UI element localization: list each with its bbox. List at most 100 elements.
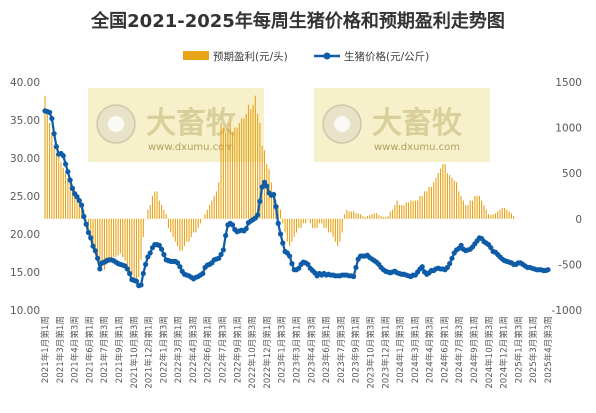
bar-profit bbox=[245, 113, 247, 219]
bar-profit bbox=[298, 218, 300, 228]
bar-profit bbox=[140, 218, 142, 260]
price-point bbox=[124, 266, 130, 272]
bar-profit bbox=[462, 200, 464, 219]
bar-profit bbox=[321, 218, 323, 224]
bar-profit bbox=[407, 202, 410, 219]
bar-profit bbox=[371, 214, 373, 219]
bar-profit bbox=[113, 218, 115, 258]
bar-profit bbox=[231, 132, 234, 219]
x-tick-label: 2022年9月第1周 bbox=[231, 316, 243, 383]
bar-profit bbox=[67, 177, 69, 219]
bar-profit bbox=[330, 218, 332, 233]
bar-profit bbox=[174, 218, 176, 242]
bar-profit bbox=[270, 182, 272, 219]
bar-profit bbox=[305, 218, 307, 224]
bar-profit bbox=[145, 218, 147, 220]
bar-profit bbox=[359, 214, 362, 219]
bar-profit bbox=[202, 218, 204, 220]
bar-profit bbox=[282, 218, 284, 224]
bar-profit bbox=[435, 177, 437, 219]
bar-profit bbox=[74, 193, 76, 219]
bar-profit bbox=[341, 218, 343, 233]
y-tick-left: 10.00 bbox=[10, 305, 40, 317]
bar-profit bbox=[453, 180, 455, 219]
bar-profit bbox=[103, 218, 105, 270]
bar-profit bbox=[199, 218, 202, 224]
bar-profit bbox=[334, 218, 336, 242]
x-tick-label: 2024年6月第1周 bbox=[438, 316, 450, 383]
bar-profit bbox=[65, 173, 67, 219]
bar-profit bbox=[154, 191, 156, 219]
bar-profit bbox=[179, 218, 181, 251]
bar-profit bbox=[124, 218, 126, 261]
bar-profit bbox=[405, 202, 407, 219]
bar-profit bbox=[446, 173, 448, 219]
bar-profit bbox=[382, 216, 384, 219]
bar-profit bbox=[110, 218, 112, 260]
bar-profit bbox=[494, 213, 496, 219]
x-tick-label: 2024年12月第1周 bbox=[498, 316, 510, 389]
bar-profit bbox=[355, 213, 357, 219]
watermark-url: www.dxumu.com bbox=[374, 142, 460, 153]
bar-profit bbox=[401, 205, 403, 219]
bar-profit bbox=[225, 132, 227, 219]
bar-profit bbox=[126, 218, 128, 268]
bar-profit bbox=[183, 218, 186, 247]
bar-profit bbox=[206, 209, 208, 219]
x-tick-label: 2024年10月第3周 bbox=[483, 316, 495, 389]
price-point bbox=[444, 264, 450, 271]
price-point bbox=[85, 229, 92, 236]
x-tick-label: 2022年7月第3周 bbox=[217, 316, 229, 383]
bar-profit bbox=[227, 127, 229, 219]
price-point bbox=[69, 185, 76, 191]
bar-profit bbox=[474, 196, 476, 219]
bar-profit bbox=[353, 211, 355, 219]
price-point bbox=[223, 232, 229, 239]
bar-profit bbox=[485, 209, 487, 219]
price-point bbox=[220, 247, 226, 253]
x-tick-label: 2021年12月第1周 bbox=[143, 316, 155, 389]
bar-profit bbox=[469, 200, 471, 219]
line-series-price bbox=[42, 108, 551, 289]
bar-profit bbox=[300, 218, 302, 228]
bar-profit bbox=[391, 209, 394, 219]
x-tick-label: 2021年3月第1周 bbox=[54, 316, 66, 383]
bar-profit bbox=[58, 156, 60, 219]
x-tick-label: 2024年1月第3周 bbox=[394, 316, 406, 383]
bar-profit bbox=[504, 207, 506, 219]
bar-profit bbox=[97, 218, 99, 261]
price-point bbox=[419, 264, 425, 270]
price-point bbox=[458, 242, 464, 248]
bar-profit bbox=[49, 123, 51, 219]
price-point bbox=[264, 183, 270, 189]
bar-profit bbox=[138, 218, 140, 278]
x-tick-label: 2021年10月第3周 bbox=[128, 316, 140, 389]
bar-profit bbox=[385, 216, 387, 219]
bar-profit bbox=[378, 215, 380, 219]
x-tick-label: 2022年1月第3周 bbox=[157, 316, 169, 383]
bar-profit bbox=[439, 168, 442, 219]
x-tick-label: 2025年4月第3周 bbox=[542, 316, 554, 383]
bar-profit bbox=[451, 177, 453, 219]
bar-profit bbox=[373, 213, 375, 219]
y-tick-right: 1000 bbox=[555, 123, 582, 135]
price-point bbox=[51, 131, 57, 137]
x-tick-label: 2022年4月第3周 bbox=[187, 316, 199, 383]
bar-profit bbox=[129, 218, 131, 272]
bar-profit bbox=[417, 200, 419, 219]
bar-profit bbox=[323, 218, 325, 228]
price-point bbox=[67, 177, 73, 183]
bar-profit bbox=[357, 213, 359, 219]
bar-profit bbox=[291, 218, 293, 242]
bar-profit bbox=[241, 118, 243, 219]
price-point bbox=[243, 226, 249, 232]
bar-profit bbox=[456, 182, 458, 219]
price-point bbox=[78, 202, 85, 208]
bar-profit bbox=[362, 216, 364, 219]
bar-profit bbox=[209, 205, 211, 219]
bar-profit bbox=[147, 209, 149, 219]
bar-profit bbox=[508, 211, 510, 219]
bar-profit bbox=[380, 216, 382, 219]
bar-profit bbox=[426, 191, 428, 219]
price-point bbox=[289, 261, 295, 267]
